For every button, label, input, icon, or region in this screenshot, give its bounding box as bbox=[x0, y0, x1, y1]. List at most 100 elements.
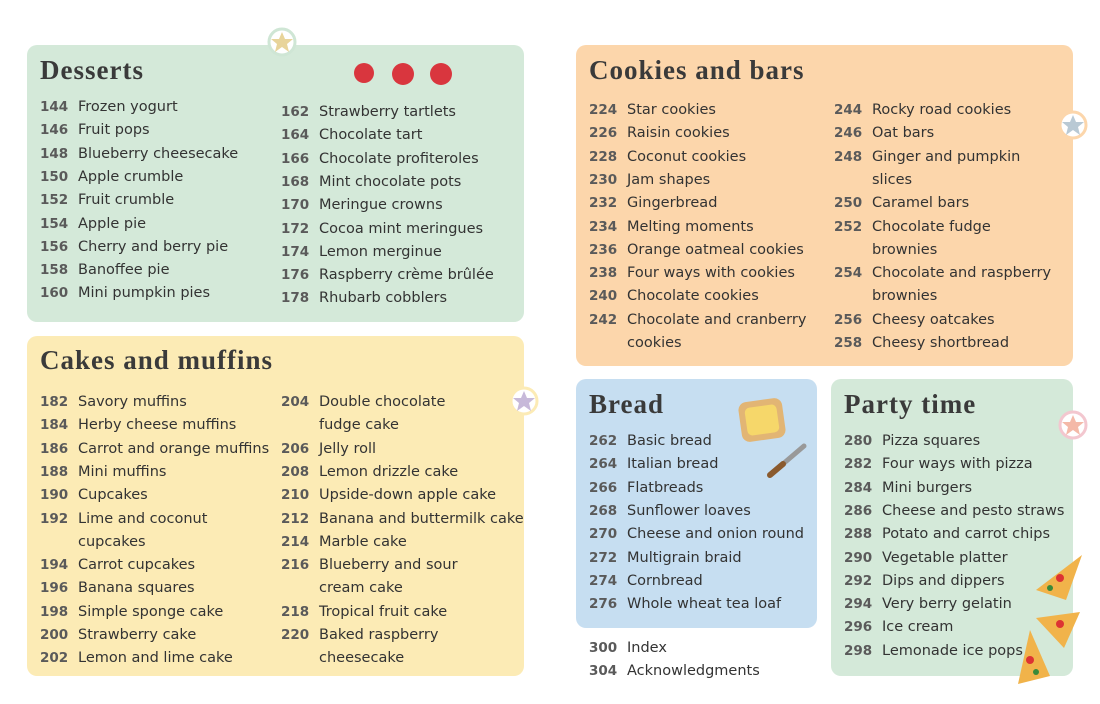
recipe-name: Strawberry cake bbox=[78, 627, 197, 643]
recipe-name: Jam shapes bbox=[627, 171, 711, 188]
section-title: Bread bbox=[589, 389, 665, 419]
page-number: 246 bbox=[834, 125, 863, 142]
page-number: 280 bbox=[844, 433, 873, 449]
recipe-name: Apple pie bbox=[78, 215, 147, 232]
contents-entry: 158 Banoffee pie bbox=[40, 259, 170, 282]
page-number: 146 bbox=[40, 122, 69, 139]
recipe-name: Sunflower loaves bbox=[627, 502, 751, 519]
recipe-name: Chocolate cookies bbox=[627, 288, 759, 305]
contents-entry: 228 Coconut cookies bbox=[589, 146, 746, 169]
contents-entry: 210 Upside-down apple cake bbox=[281, 484, 496, 507]
contents-entry: 242 Chocolate and cranberry cookies bbox=[589, 309, 806, 356]
recipe-name: Ice cream bbox=[882, 619, 954, 636]
contents-entry: 156 Cherry and berry pie bbox=[40, 236, 228, 259]
contents-entry: 198 Simple sponge cake bbox=[40, 601, 223, 624]
recipe-name: Frozen yogurt bbox=[78, 99, 178, 115]
contents-entry: 196 Banana squares bbox=[40, 577, 195, 600]
contents-entry: 270 Cheese and onion round bbox=[589, 523, 804, 546]
page-number: 198 bbox=[40, 603, 69, 620]
contents-entry: 286 Cheese and pesto straws bbox=[844, 500, 1064, 523]
page-number: 158 bbox=[40, 262, 69, 279]
recipe-name: Herby cheese muffins bbox=[78, 417, 237, 434]
contents-entry: 186 Carrot and orange muffins bbox=[40, 438, 269, 461]
recipe-name: Cornbread bbox=[627, 572, 703, 589]
page-number: 186 bbox=[40, 440, 69, 457]
contents-entry: 264 Italian bread bbox=[589, 453, 718, 476]
page-number: 238 bbox=[589, 265, 618, 282]
recipe-name: Lemon merginue bbox=[319, 243, 442, 260]
page-number: 174 bbox=[281, 243, 310, 260]
recipe-name: Simple sponge cake bbox=[78, 603, 224, 620]
page-number: 298 bbox=[844, 642, 873, 659]
contents-entry: 168 Mint chocolate pots bbox=[281, 171, 461, 194]
recipe-name: Cheesy oatcakes bbox=[872, 311, 995, 328]
page-number: 160 bbox=[40, 285, 69, 302]
page-number: 236 bbox=[589, 241, 618, 258]
contents-entry: 240 Chocolate cookies bbox=[589, 285, 759, 308]
recipe-name: Cherry and berry pie bbox=[78, 238, 229, 255]
page-number: 240 bbox=[589, 288, 618, 305]
contents-entry: 282 Four ways with pizza bbox=[844, 453, 1033, 476]
section-box bbox=[27, 336, 524, 676]
contents-entry: 166 Chocolate profiteroles bbox=[281, 148, 479, 171]
section-title: Party time bbox=[844, 389, 977, 419]
contents-entry: 290 Vegetable platter bbox=[844, 547, 1008, 570]
recipe-name: Lemon and lime cake bbox=[78, 650, 233, 667]
contents-entry: 172 Cocoa mint meringues bbox=[281, 218, 483, 241]
recipe-name: Cheese and onion round bbox=[627, 526, 804, 543]
page-number: 220 bbox=[281, 627, 310, 643]
recipe-name: Chocolate and raspberry brownies bbox=[872, 265, 1052, 305]
page-number: 230 bbox=[589, 171, 618, 188]
contents-entry: 226 Raisin cookies bbox=[589, 122, 730, 145]
recipe-name: Very berry gelatin bbox=[882, 596, 1012, 613]
recipe-name: Lime and coconut cupcakes bbox=[78, 510, 208, 550]
contents-entry: 170 Meringue crowns bbox=[281, 194, 443, 217]
contents-entry: 150 Apple crumble bbox=[40, 166, 183, 189]
page-number: 274 bbox=[589, 572, 618, 589]
recipe-name: Meringue crowns bbox=[319, 197, 443, 214]
recipe-name: Raisin cookies bbox=[627, 125, 730, 142]
contents-entry: 296 Ice cream bbox=[844, 616, 953, 639]
recipe-name: Savory muffins bbox=[78, 394, 187, 410]
section-title: Cookies and bars bbox=[589, 55, 805, 85]
contents-entry: 214 Marble cake bbox=[281, 531, 407, 554]
contents-entry: 246 Oat bars bbox=[834, 122, 934, 145]
page-number: 212 bbox=[281, 510, 310, 527]
recipe-name: Double chocolate fudge cake bbox=[319, 394, 446, 434]
page-number: 232 bbox=[589, 195, 618, 212]
recipe-name: Cheesy shortbread bbox=[872, 335, 1010, 351]
recipe-name: Multigrain braid bbox=[627, 549, 742, 566]
section-box bbox=[27, 45, 524, 322]
contents-entry: 208 Lemon drizzle cake bbox=[281, 461, 458, 484]
recipe-name: Raspberry crème brûlée bbox=[319, 267, 494, 284]
page-number: 168 bbox=[281, 173, 310, 190]
contents-entry: 298 Lemonade ice pops bbox=[844, 640, 1023, 663]
page-number: 182 bbox=[40, 394, 69, 410]
recipe-name: Banana squares bbox=[78, 580, 195, 597]
recipe-name: Tropical fruit cake bbox=[319, 603, 448, 620]
page-number: 178 bbox=[281, 290, 310, 307]
recipe-name: Chocolate fudge brownies bbox=[872, 218, 991, 258]
contents-entry: 190 Cupcakes bbox=[40, 484, 148, 507]
recipe-name: Dips and dippers bbox=[882, 572, 1005, 589]
contents-entry: 174 Lemon merginue bbox=[281, 241, 442, 264]
page-number: 206 bbox=[281, 440, 310, 457]
page-number: 190 bbox=[40, 487, 69, 504]
page-number: 282 bbox=[844, 456, 873, 473]
recipe-name: Jelly roll bbox=[319, 440, 377, 457]
page-number: 202 bbox=[40, 650, 69, 667]
contents-entry: 256 Cheesy oatcakes bbox=[834, 309, 995, 332]
recipe-name: Mini burgers bbox=[882, 479, 973, 496]
page-number: 234 bbox=[589, 218, 618, 235]
recipe-name: Flatbreads bbox=[627, 479, 704, 496]
contents-entry: 258 Cheesy shortbread bbox=[834, 332, 1009, 355]
contents-entry: 178 Rhubarb cobblers bbox=[281, 287, 447, 310]
recipe-name: Melting moments bbox=[627, 218, 754, 235]
contents-entry: 182 Savory muffins bbox=[40, 391, 187, 414]
contents-entry: 268 Sunflower loaves bbox=[589, 500, 751, 523]
recipe-name: Strawberry tartlets bbox=[319, 104, 456, 120]
contents-entry: 188 Mini muffins bbox=[40, 461, 166, 484]
contents-entry: 212 Banana and buttermilk cake bbox=[281, 508, 524, 531]
recipe-name: Chocolate tart bbox=[319, 127, 423, 144]
